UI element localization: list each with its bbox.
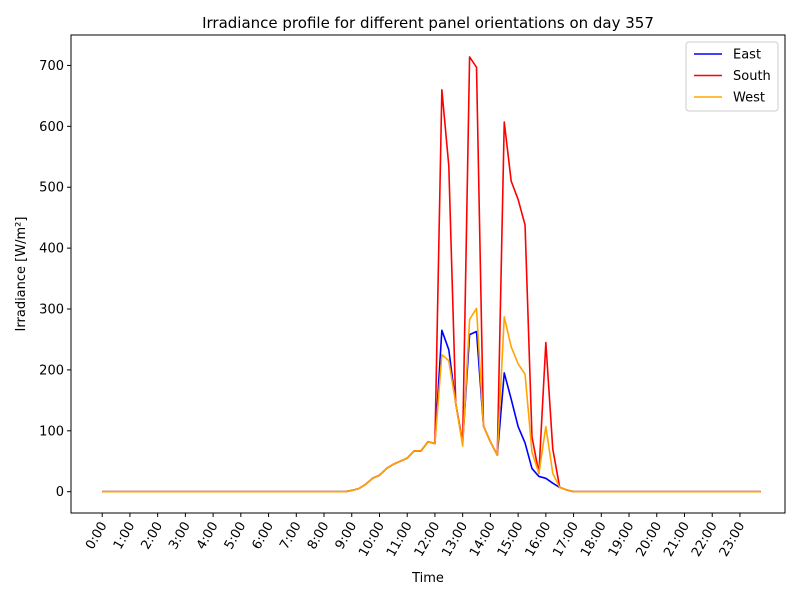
- legend-label-west: West: [733, 91, 765, 106]
- y-axis-label: Irradiance [W/m²]: [14, 217, 29, 332]
- y-tick-label: 200: [39, 363, 64, 378]
- x-axis-label: Time: [411, 571, 444, 586]
- y-tick-label: 600: [39, 120, 64, 135]
- y-tick-label: 400: [39, 242, 64, 257]
- plot-area-frame: [70, 34, 786, 514]
- legend-box: [685, 41, 779, 112]
- y-tick-label: 100: [39, 424, 64, 439]
- series-line-west: [102, 307, 761, 493]
- legend-label-south: South: [733, 69, 771, 84]
- legend-label-east: East: [733, 48, 761, 63]
- legend: East South West: [685, 41, 779, 112]
- y-tick-label: 300: [39, 303, 64, 318]
- series-layer: [102, 56, 761, 493]
- y-axis: 0 100 200 300 400 500 600 700: [39, 59, 71, 500]
- chart-title: Irradiance profile for different panel o…: [202, 14, 654, 32]
- y-tick-label: 500: [39, 181, 64, 196]
- y-tick-label: 0: [56, 485, 64, 500]
- y-tick-label: 700: [39, 59, 64, 74]
